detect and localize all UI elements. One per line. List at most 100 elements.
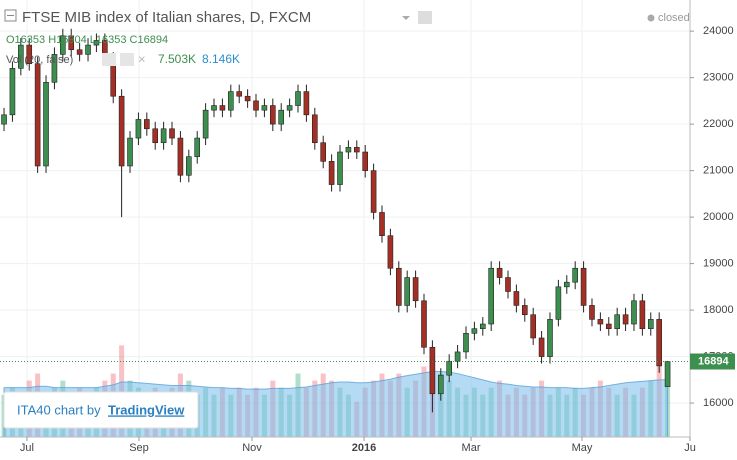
candle-body [219,105,226,111]
candle-body [177,137,184,176]
candle-body [236,91,243,97]
candle-body [513,291,520,306]
candle-body [9,68,16,116]
volume-legend-label: Vol (20, false) [6,54,73,66]
last-price-box [690,353,735,370]
candle-body [43,81,49,167]
settings-icon[interactable] [418,11,432,24]
candle-body [664,361,671,387]
x-tick-label: 2016 [352,442,376,454]
candle-body [253,100,259,111]
collapse-icon[interactable] [4,9,17,22]
price-axis [690,0,737,455]
candle-body [379,212,385,237]
y-tick-label: 22000 [703,118,734,130]
candle-body [337,151,343,185]
candle-body [303,91,310,116]
candle-body [463,333,469,353]
axes: 1600017000180001900020000210002200023000… [20,25,735,454]
candle-body [639,300,646,329]
candle-body [211,105,217,111]
candle-body [656,319,662,367]
candle-body [278,109,285,125]
x-tick-label: Jul [20,442,34,454]
ohlc-legend: O16353 H16904 L16353 C16894 [6,34,168,46]
candle-body [488,267,494,325]
candle-body [169,128,175,139]
volume-close-icon[interactable]: × [138,51,146,66]
candle-body [412,277,419,302]
candle-body [479,323,486,329]
candle-body [631,300,637,325]
candle-body [471,328,478,334]
candle-body [555,286,562,320]
title-menu[interactable] [402,16,410,20]
candle-body [597,319,604,325]
candle-body [354,147,360,153]
candle-body [76,49,83,55]
candle-body [202,109,209,139]
candle-body [496,267,503,278]
candle-body [34,63,41,167]
candle-body [261,105,268,111]
time-axis [0,437,690,455]
y-tick-label: 18000 [703,304,734,316]
y-tick-label: 19000 [703,258,734,270]
watermark-brand[interactable]: TradingView [108,402,185,417]
candle-body [370,170,377,213]
candle-body [286,105,293,111]
candle-body [622,314,629,325]
candle-body [152,128,159,144]
y-tick-label: 20000 [703,211,734,223]
candle-body [395,267,402,306]
candle-body [135,119,142,139]
candle-body [404,277,410,306]
x-tick-label: Nov [242,442,262,454]
y-tick-label: 21000 [703,165,734,177]
candle-body [26,44,33,64]
candle-body [563,281,570,288]
x-tick-label: Mar [462,442,481,454]
candle-body [589,305,595,320]
candle-body [312,114,318,144]
candle-body [144,119,150,130]
candle-body [1,114,7,125]
volume-settings-icon[interactable] [120,53,134,66]
volume-eye-icon[interactable] [102,53,116,66]
watermark-prefix: ITA40 chart by [17,402,101,417]
candle-body [454,351,461,362]
candle-body [320,142,327,162]
candle-body [93,40,100,46]
x-tick-label: Sep [129,442,149,454]
candle-body [614,314,620,329]
market-status: closed [658,12,690,24]
watermark[interactable]: ITA40 chart by TradingView [3,391,199,429]
candles [1,28,671,413]
y-tick-label: 16000 [703,397,734,409]
x-tick-label: Ju [684,442,696,454]
candle-body [362,151,369,171]
candle-body [68,35,75,51]
candle-body [244,95,251,102]
candle-body [437,374,444,395]
candle-body [228,91,234,111]
candle-body [18,44,24,69]
volume-ma-value: 8.146K [202,52,240,66]
candle-body [446,360,452,376]
candle-body [530,314,536,339]
status-dot [647,14,655,22]
candle-body [421,300,427,348]
candle-body [85,44,91,55]
y-tick-label: 24000 [703,25,734,37]
candle-body [51,54,58,83]
candle-body [127,137,133,167]
candle-body [345,147,352,153]
volume-value: 7.503K [158,52,196,66]
candle-body [387,235,394,269]
candle-body [605,323,612,329]
y-tick-label: 23000 [703,72,734,84]
candle-body [505,277,511,292]
candle-body [186,156,192,176]
candle-body [521,305,528,316]
